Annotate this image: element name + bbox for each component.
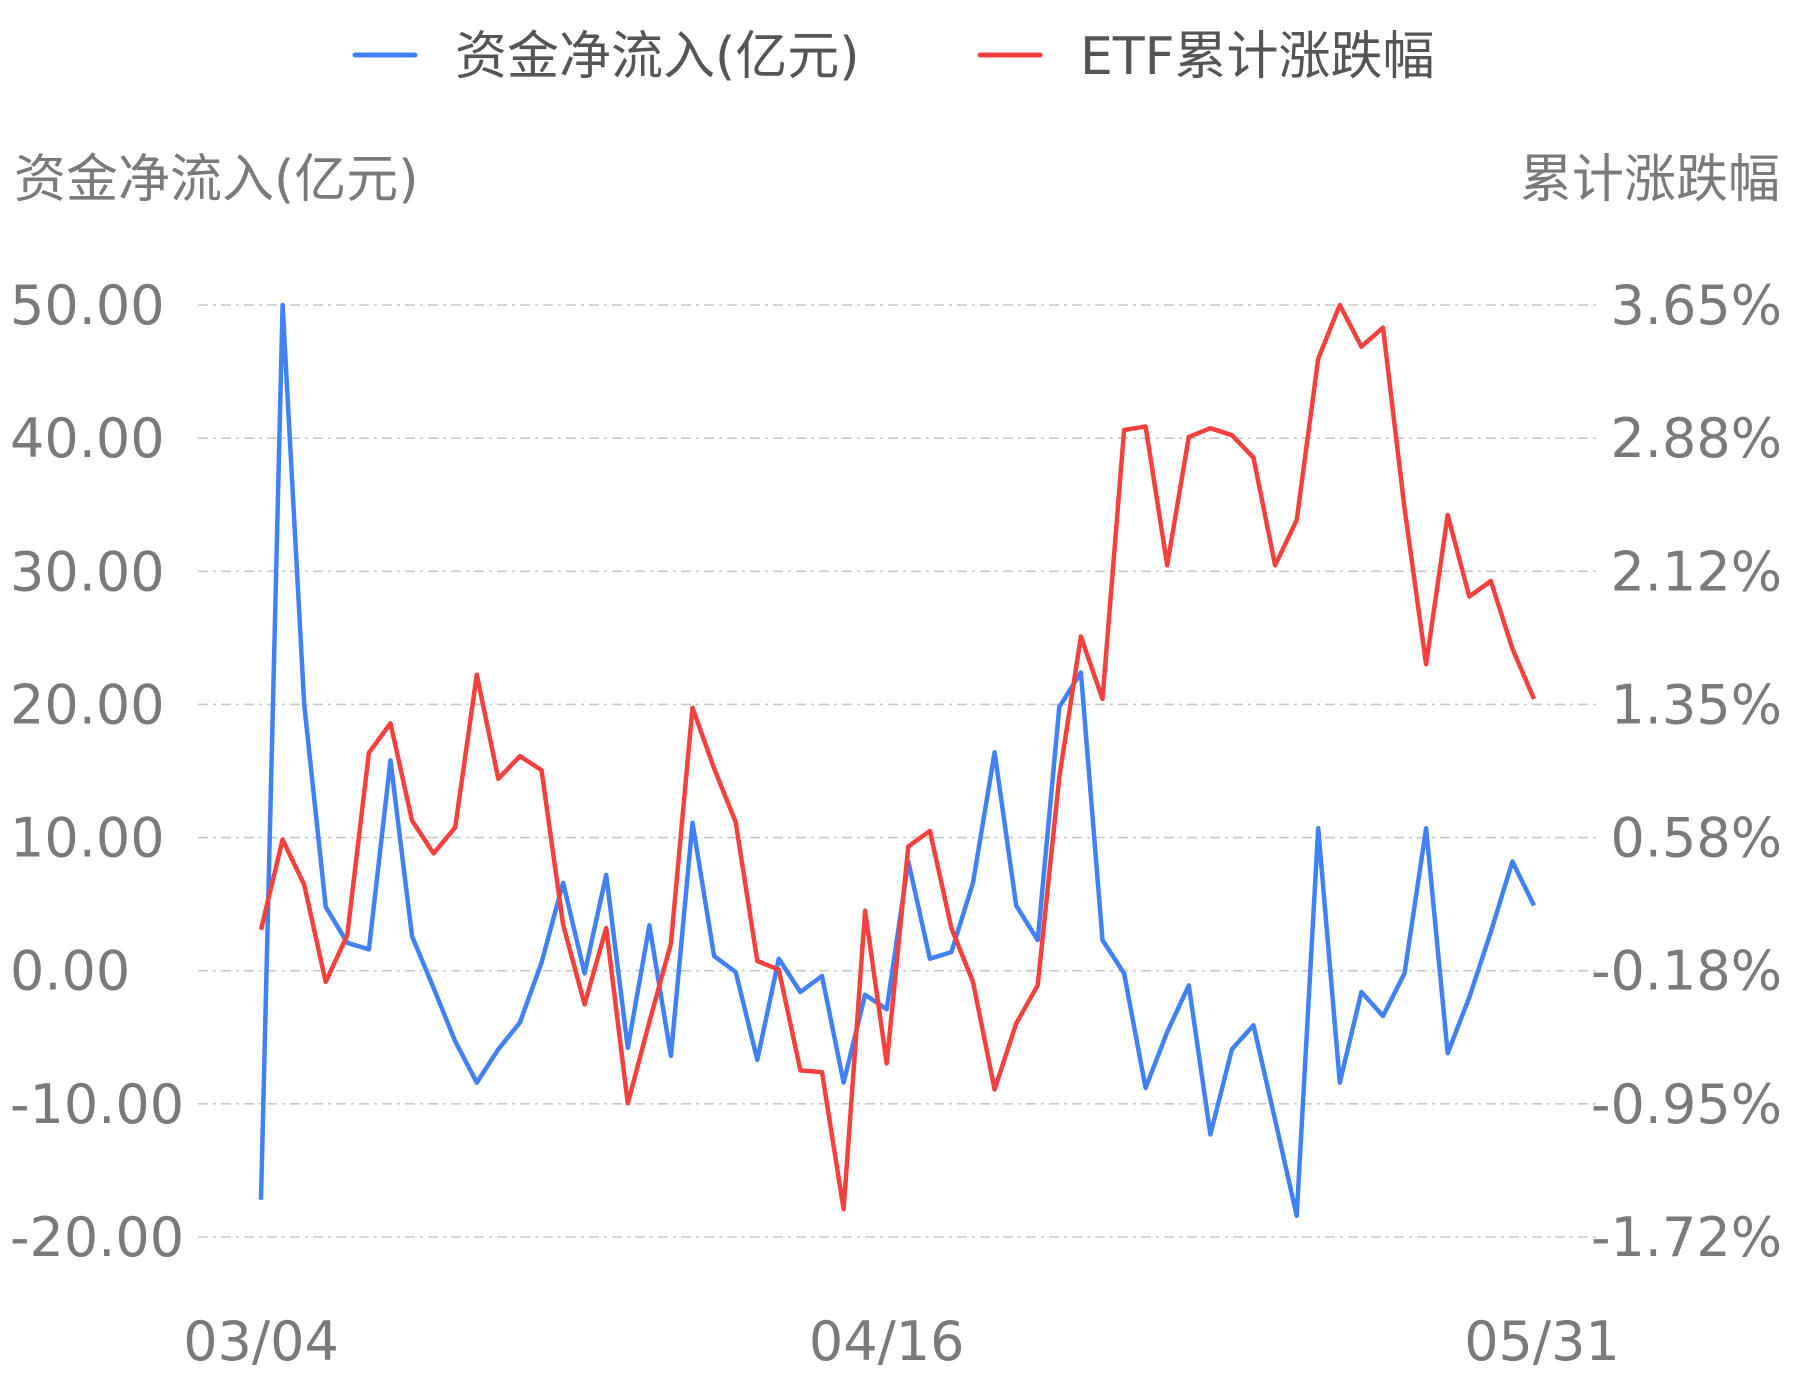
left-tick-label: 30.00 xyxy=(10,540,165,603)
right-axis-ticks: 3.65% 2.88% 2.12% 1.35% 0.58% -0.18% -0.95% -1.… xyxy=(1591,274,1782,1269)
left-tick-label: 20.00 xyxy=(10,673,165,736)
left-tick-label: 40.00 xyxy=(10,407,165,470)
right-tick-label: 3.65% xyxy=(1610,274,1782,337)
x-tick-label: 03/04 xyxy=(183,1310,339,1373)
left-tick-label: 0.00 xyxy=(10,940,130,1003)
legend-label-return: ETF累计涨跌幅 xyxy=(1080,27,1435,87)
left-tick-label: -20.00 xyxy=(10,1206,184,1269)
right-axis-title: 累计涨跌幅 xyxy=(1520,150,1780,210)
right-tick-label: 1.35% xyxy=(1610,673,1782,736)
right-tick-label: 0.58% xyxy=(1610,807,1782,870)
x-tick-label: 05/31 xyxy=(1464,1310,1620,1373)
right-tick-label: 2.88% xyxy=(1610,407,1782,470)
left-tick-label: 10.00 xyxy=(10,807,165,870)
series-line-return xyxy=(258,302,1537,1212)
left-tick-label: -10.00 xyxy=(10,1073,184,1136)
x-tick-label: 04/16 xyxy=(809,1310,965,1373)
gridlines xyxy=(198,304,1598,1238)
series-lines xyxy=(258,302,1537,1218)
right-tick-label: -1.72% xyxy=(1591,1206,1782,1269)
right-tick-label: 2.12% xyxy=(1610,540,1782,603)
left-tick-label: 50.00 xyxy=(10,274,165,337)
legend: 资金净流入(亿元) ETF累计涨跌幅 xyxy=(352,27,1435,87)
right-tick-label: -0.95% xyxy=(1591,1073,1782,1136)
left-axis-title: 资金净流入(亿元) xyxy=(14,150,419,210)
x-axis-ticks: 03/04 04/16 05/31 xyxy=(183,1310,1620,1373)
series-line-inflow xyxy=(258,302,1537,1218)
left-axis-ticks: 50.00 40.00 30.00 20.00 10.00 0.00 -10.00 -20.0… xyxy=(10,274,184,1269)
legend-label-inflow: 资金净流入(亿元) xyxy=(455,27,860,87)
right-tick-label: -0.18% xyxy=(1591,940,1782,1003)
